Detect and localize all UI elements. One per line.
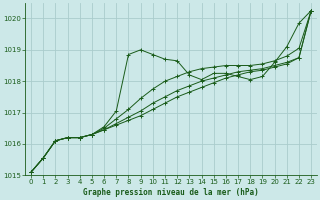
- X-axis label: Graphe pression niveau de la mer (hPa): Graphe pression niveau de la mer (hPa): [83, 188, 259, 197]
